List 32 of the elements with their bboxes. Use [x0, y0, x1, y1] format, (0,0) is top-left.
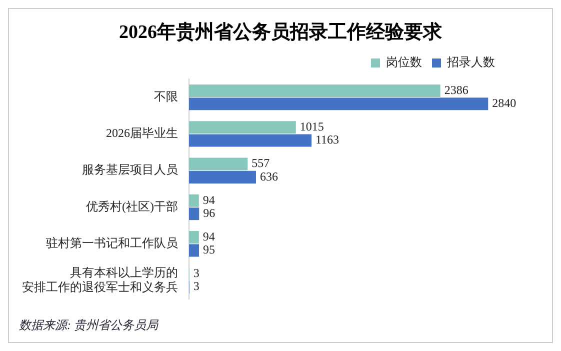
y-tick-label: 优秀村(社区)干部 [86, 199, 178, 214]
y-tick-label: 2026届毕业生 [106, 126, 178, 140]
bar [189, 208, 200, 220]
data-label: 3 [193, 279, 200, 294]
legend-label: 招录人数 [446, 55, 495, 70]
data-label: 557 [252, 156, 270, 170]
source-note: 数据来源: 贵州省公务员局 [19, 317, 158, 334]
bar [189, 230, 199, 244]
data-label: 636 [260, 169, 278, 184]
data-label: 94 [202, 192, 215, 207]
chart-title: 2026年贵州省公务员招录工作经验要求 [118, 20, 443, 45]
data-label: 95 [203, 242, 216, 257]
data-label: 2840 [492, 96, 516, 110]
data-label: 1163 [316, 132, 340, 147]
data-label: 96 [203, 206, 216, 220]
data-label: 3 [193, 266, 200, 280]
legend-label: 岗位数 [386, 55, 422, 70]
bar [189, 98, 488, 110]
bar [189, 134, 312, 147]
y-tick-label: 具有本科以上学历的安排工作的退役军士和义务兵 [22, 265, 178, 294]
y-tick-label: 不限 [154, 89, 178, 104]
data-label: 1015 [300, 120, 324, 134]
bar [189, 158, 248, 170]
data-label: 2386 [444, 82, 468, 97]
bar [189, 121, 296, 134]
y-tick-label: 服务基层项目人员 [82, 162, 178, 177]
data-label: 94 [202, 229, 215, 244]
bar [189, 244, 200, 257]
bar [189, 194, 199, 207]
bar [189, 170, 256, 184]
bar [189, 84, 440, 97]
y-tick-label: 驻村第一书记和工作队员 [46, 236, 178, 250]
